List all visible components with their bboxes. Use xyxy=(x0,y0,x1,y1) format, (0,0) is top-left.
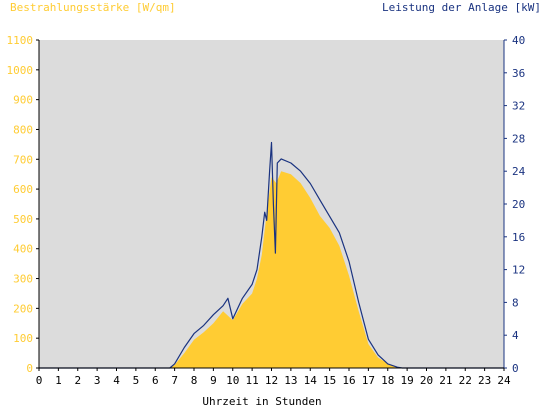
x-tick-label: 7 xyxy=(171,374,178,387)
x-tick-label: 5 xyxy=(133,374,140,387)
x-tick-label: 24 xyxy=(497,374,511,387)
x-tick-label: 2 xyxy=(74,374,81,387)
y-right-tick-label: 8 xyxy=(512,296,519,309)
x-tick-label: 22 xyxy=(459,374,472,387)
x-axis-title: Uhrzeit in Stunden xyxy=(202,395,321,408)
x-tick-label: 15 xyxy=(323,374,336,387)
y-right-tick-label: 20 xyxy=(512,198,525,211)
x-tick-label: 0 xyxy=(36,374,43,387)
x-tick-label: 9 xyxy=(210,374,217,387)
x-tick-label: 23 xyxy=(478,374,491,387)
y-right-tick-label: 16 xyxy=(512,231,525,244)
y-left-tick-label: 800 xyxy=(13,123,33,136)
x-tick-label: 14 xyxy=(304,374,318,387)
y-left-tick-label: 300 xyxy=(13,273,33,286)
y-right-tick-label: 0 xyxy=(512,362,519,375)
y-left-tick-label: 100 xyxy=(13,332,33,345)
y-right-tick-label: 28 xyxy=(512,132,525,145)
y-right-tick-label: 40 xyxy=(512,34,525,47)
y-left-tick-label: 1100 xyxy=(7,34,34,47)
y-left-tick-label: 200 xyxy=(13,302,33,315)
left-axis-title: Bestrahlungsstärke [W/qm] xyxy=(10,1,176,14)
y-right-tick-label: 36 xyxy=(512,67,525,80)
y-right-tick-label: 24 xyxy=(512,165,526,178)
x-tick-label: 4 xyxy=(113,374,120,387)
x-tick-label: 17 xyxy=(362,374,375,387)
x-tick-label: 20 xyxy=(420,374,433,387)
y-right-tick-label: 32 xyxy=(512,100,525,113)
x-tick-label: 1 xyxy=(55,374,62,387)
x-tick-label: 19 xyxy=(401,374,414,387)
y-left-tick-label: 700 xyxy=(13,153,33,166)
x-tick-label: 6 xyxy=(152,374,159,387)
x-tick-label: 16 xyxy=(342,374,355,387)
y-left-tick-label: 900 xyxy=(13,94,33,107)
y-left-tick-label: 400 xyxy=(13,243,33,256)
x-tick-label: 3 xyxy=(94,374,101,387)
right-axis-title: Leistung der Anlage [kW] xyxy=(382,1,541,14)
x-tick-label: 8 xyxy=(191,374,198,387)
y-right-tick-label: 12 xyxy=(512,264,525,277)
x-tick-label: 21 xyxy=(439,374,452,387)
x-tick-label: 12 xyxy=(265,374,278,387)
y-left-tick-label: 600 xyxy=(13,183,33,196)
irradiance-area xyxy=(39,171,504,368)
x-tick-label: 11 xyxy=(246,374,259,387)
x-tick-label: 13 xyxy=(284,374,297,387)
y-right-tick-label: 4 xyxy=(512,329,519,342)
x-tick-label: 18 xyxy=(381,374,394,387)
power-line xyxy=(39,141,504,369)
y-left-tick-label: 0 xyxy=(26,362,33,375)
x-tick-label: 10 xyxy=(226,374,239,387)
y-left-tick-label: 500 xyxy=(13,213,33,226)
y-left-tick-label: 1000 xyxy=(7,64,34,77)
